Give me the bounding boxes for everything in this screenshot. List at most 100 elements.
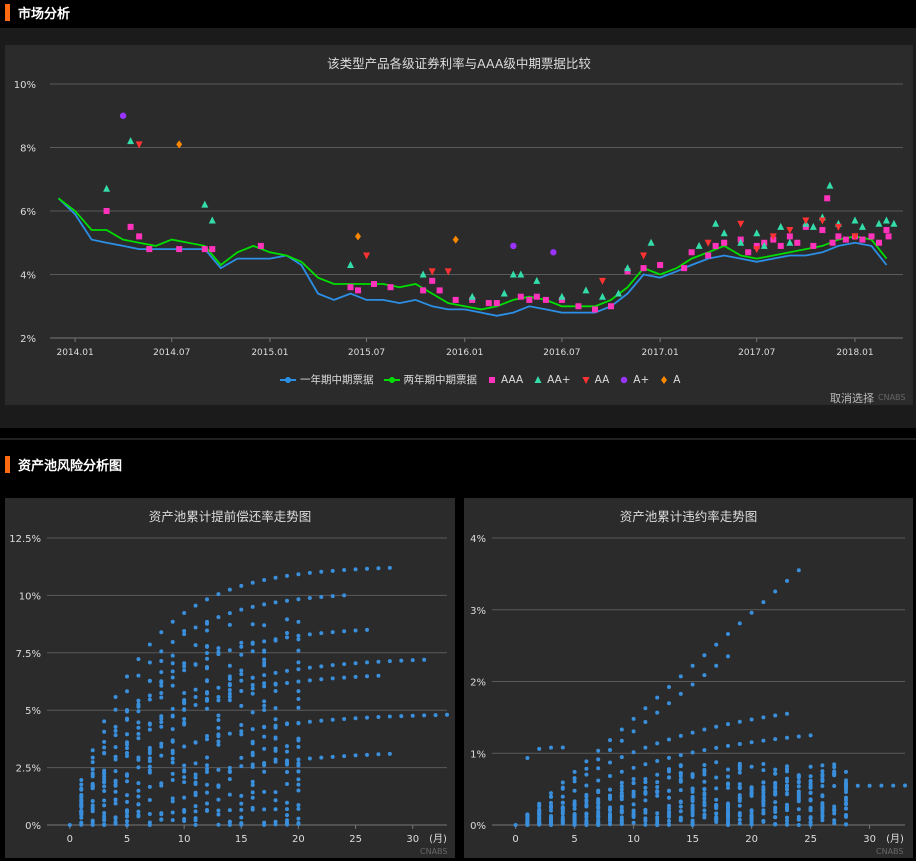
data-point: [387, 751, 392, 756]
x-tick-label: 2014.01: [56, 348, 93, 358]
data-point: [549, 808, 553, 813]
section-accent-bar: [5, 3, 10, 21]
data-point: [102, 784, 107, 789]
data-point: [147, 770, 152, 775]
data-point: [136, 698, 141, 703]
data-point: [227, 687, 232, 692]
data-point: [227, 587, 232, 592]
data-point: [363, 252, 371, 260]
data-point: [667, 806, 671, 811]
data-point: [239, 755, 244, 760]
legend-item[interactable]: 两年期中期票据: [383, 372, 477, 387]
data-point: [136, 765, 141, 770]
legend-item[interactable]: AA: [581, 374, 609, 386]
data-point: [113, 745, 118, 750]
data-point: [125, 773, 129, 778]
x-tick-label: 2015.01: [251, 348, 288, 358]
data-point: [584, 812, 589, 817]
x-tick-label: 2014.07: [153, 348, 190, 358]
data-point: [678, 733, 683, 738]
legend-item[interactable]: AAA: [487, 374, 523, 386]
data-point: [273, 822, 278, 827]
data-point: [608, 796, 612, 801]
data-point: [170, 683, 175, 688]
data-point: [307, 756, 312, 761]
data-point: [737, 803, 742, 808]
data-point: [319, 631, 324, 636]
data-point: [596, 818, 601, 823]
data-point: [193, 603, 198, 608]
data-point: [608, 773, 612, 778]
data-point: [147, 748, 152, 753]
data-point: [726, 654, 730, 659]
data-point: [285, 598, 289, 603]
data-point: [250, 686, 255, 691]
y-tick-label: 2%: [470, 678, 486, 689]
data-point: [170, 675, 175, 680]
data-point: [273, 689, 278, 694]
x-tick-label: 0: [512, 834, 518, 845]
data-point: [399, 714, 404, 719]
data-point: [273, 807, 278, 812]
data-point: [239, 607, 244, 612]
data-point: [296, 816, 301, 821]
data-point: [201, 246, 208, 253]
chart-legend: 一年期中期票据 两年期中期票据 AAA AA+ AA A+ A: [280, 372, 690, 387]
x-tick-label: 10: [178, 834, 191, 845]
x-tick-label: 20: [292, 834, 305, 845]
data-point: [714, 760, 719, 765]
data-point: [584, 802, 589, 807]
data-point: [250, 580, 255, 585]
data-point: [250, 683, 255, 688]
data-point: [678, 788, 683, 793]
data-point: [737, 813, 742, 818]
legend-item[interactable]: 一年期中期票据: [280, 372, 374, 387]
legend-shape: [621, 376, 628, 383]
y-tick-label: 8%: [20, 144, 36, 155]
data-point: [572, 769, 577, 774]
data-point: [550, 249, 557, 256]
data-point: [500, 289, 508, 297]
data-point: [643, 807, 648, 812]
data-point: [517, 293, 524, 300]
data-point: [820, 779, 825, 784]
data-point: [596, 806, 601, 811]
legend-item[interactable]: A: [659, 374, 680, 386]
data-point: [205, 737, 209, 742]
data-point: [572, 779, 577, 784]
data-point: [726, 774, 730, 779]
data-point: [655, 793, 660, 798]
data-point: [193, 687, 198, 692]
data-point: [193, 816, 198, 821]
legend-item[interactable]: AA+: [533, 374, 571, 386]
data-point: [714, 745, 719, 750]
data-point: [702, 796, 707, 801]
data-point: [608, 303, 615, 310]
data-point: [702, 812, 707, 817]
data-point: [844, 800, 848, 805]
data-point: [125, 799, 129, 804]
data-point: [832, 811, 837, 816]
data-point: [227, 792, 232, 797]
data-point: [102, 739, 107, 744]
data-point: [761, 780, 766, 785]
data-point: [376, 659, 381, 664]
data-point: [844, 789, 848, 794]
watermark: CNABS: [420, 847, 448, 856]
data-point: [702, 763, 707, 768]
data-point: [182, 807, 187, 812]
data-point: [885, 233, 892, 240]
data-point: [690, 730, 695, 735]
data-point: [227, 677, 232, 682]
data-point: [631, 812, 636, 817]
legend-item[interactable]: A+: [619, 374, 649, 386]
cancel-selection-button[interactable]: 取消选择: [830, 392, 874, 405]
data-point: [90, 767, 95, 772]
data-point: [808, 785, 813, 790]
data-point: [296, 721, 301, 726]
data-point: [549, 800, 553, 805]
data-point: [125, 753, 129, 758]
data-point: [250, 727, 255, 732]
data-point: [702, 799, 707, 804]
data-point: [159, 690, 164, 695]
